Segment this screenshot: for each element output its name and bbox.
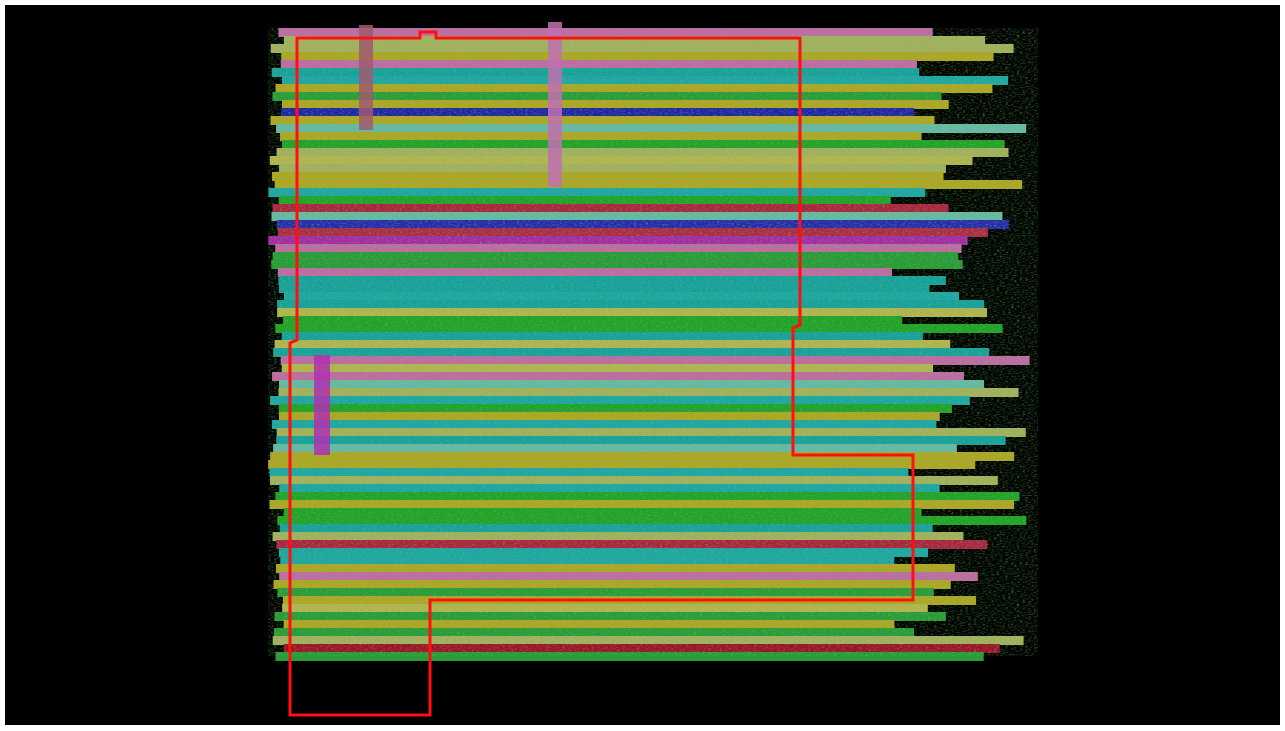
scan-strip (275, 652, 984, 661)
vegetation-speckle (268, 28, 1038, 656)
boundary-outline (288, 30, 915, 717)
speckle-overlay (268, 28, 1038, 656)
vertical-scan (548, 22, 562, 187)
vertical-scan (359, 25, 373, 130)
vertical-scan (314, 355, 330, 455)
